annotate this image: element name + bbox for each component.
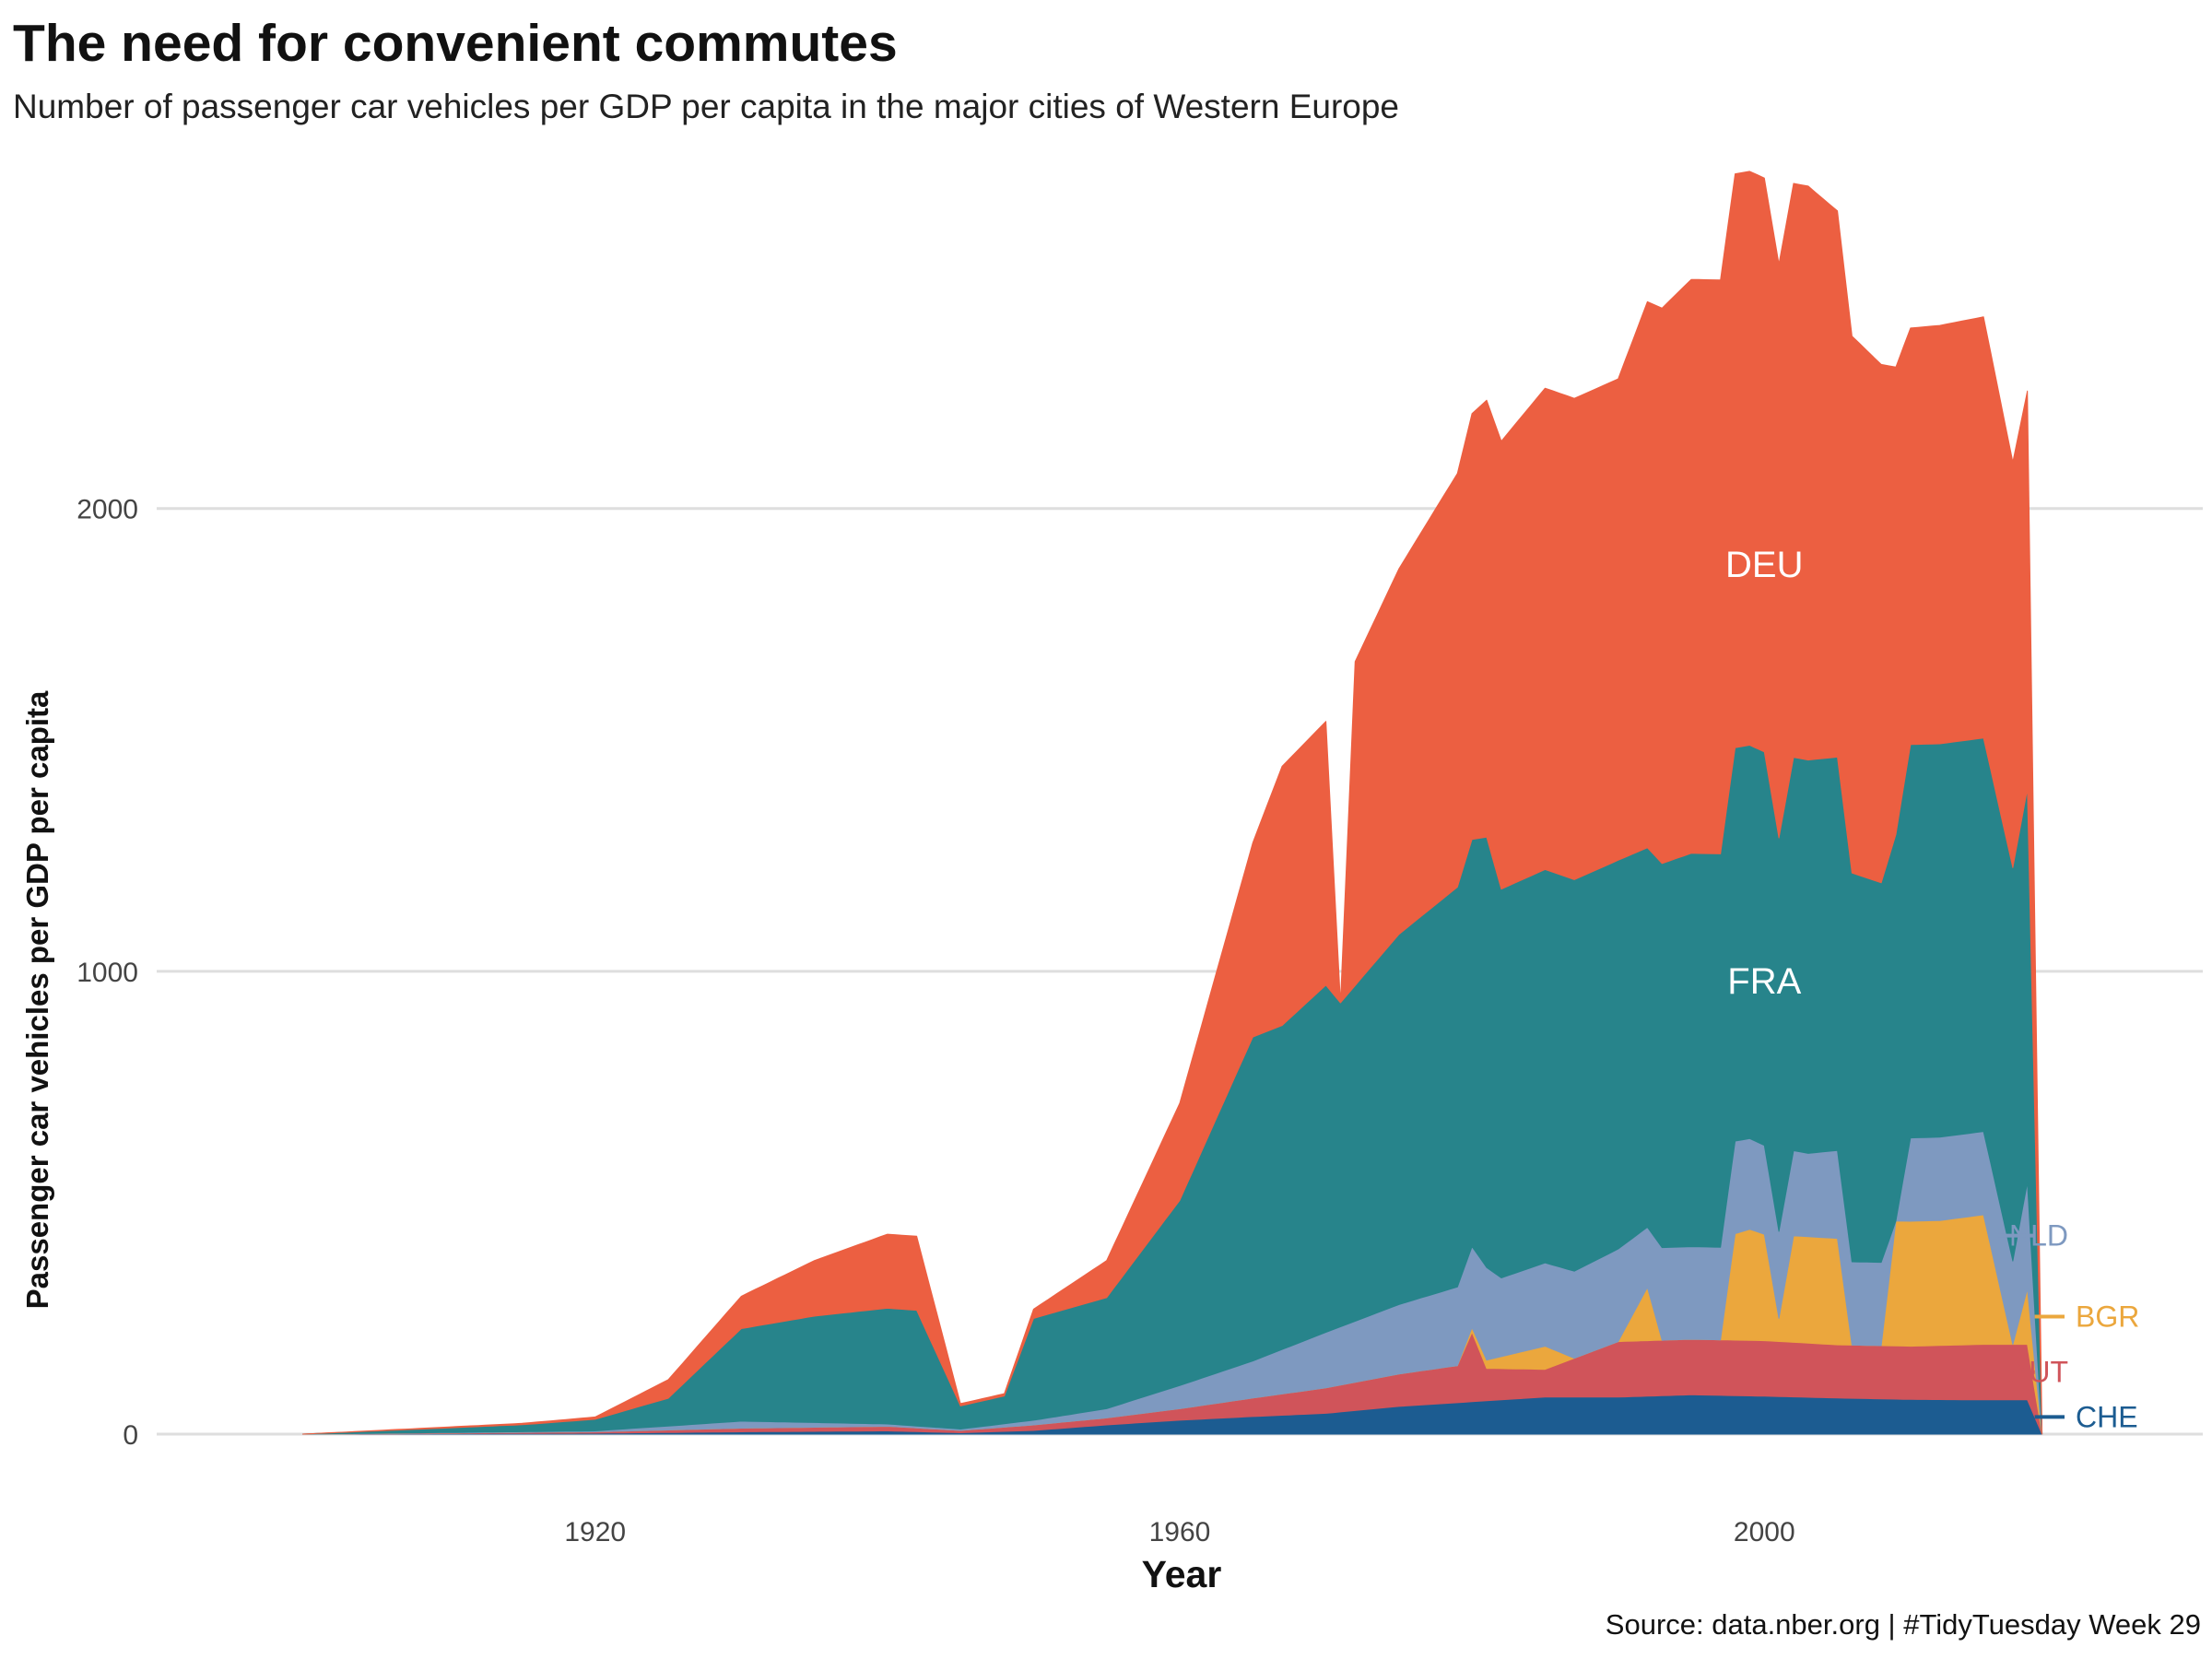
x-tick-label: 2000 [1734, 1517, 1795, 1547]
y-axis-title: Passenger car vehicles per GDP per capit… [20, 690, 54, 1309]
x-tick-label: 1960 [1149, 1517, 1211, 1547]
y-tick-label: 2000 [76, 495, 138, 525]
series-areas [302, 171, 2043, 1435]
source-caption: Source: data.nber.org | #TidyTuesday Wee… [1605, 1608, 2201, 1641]
label-aut: AUT [2009, 1356, 2068, 1389]
y-tick-label: 0 [123, 1420, 138, 1451]
area-deu [302, 171, 2043, 1435]
chart-subtitle: Number of passenger car vehicles per GDP… [13, 88, 1400, 125]
label-fra: FRA [1727, 961, 1801, 1002]
label-deu: DEU [1725, 545, 1803, 585]
chart-title: The need for convenient commutes [13, 14, 898, 73]
x-axis-title: Year [1142, 1553, 1222, 1595]
label-bgr: BGR [2076, 1300, 2139, 1333]
axis-ticks: 0 1000 2000 1920 1960 2000 [76, 495, 1794, 1547]
label-che: CHE [2076, 1400, 2138, 1433]
y-tick-label: 1000 [76, 958, 138, 988]
label-nld: NLD [2009, 1219, 2068, 1253]
x-tick-label: 1920 [564, 1517, 626, 1547]
